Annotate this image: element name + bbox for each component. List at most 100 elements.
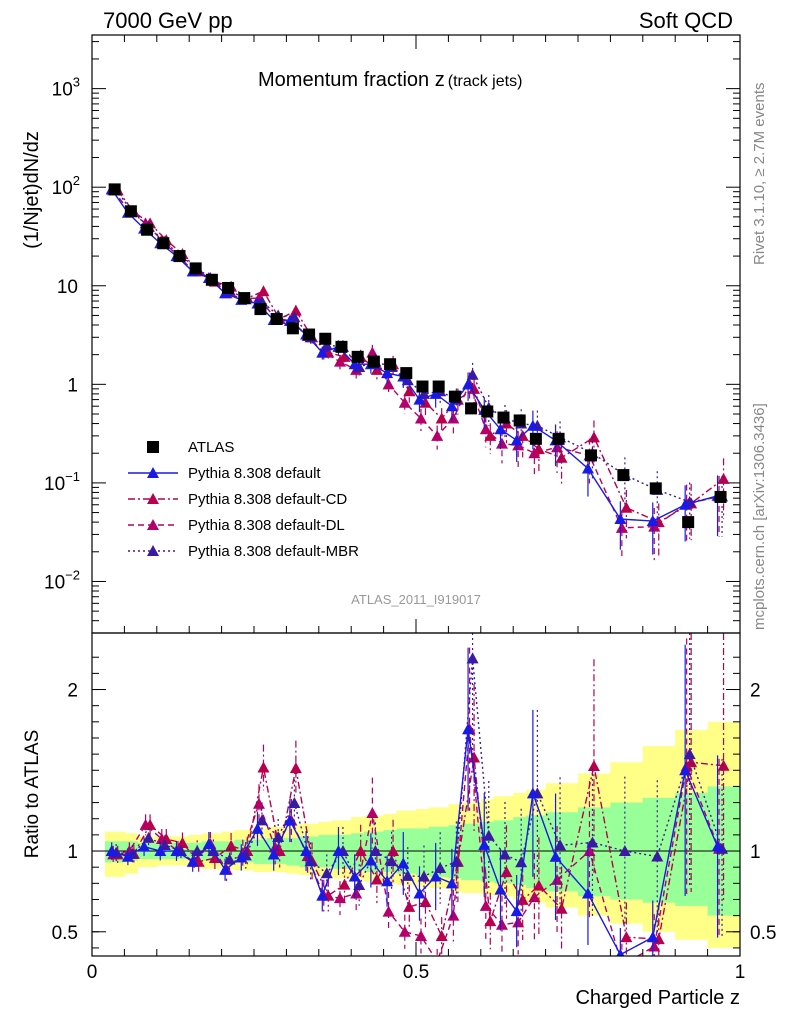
atlas-point	[465, 402, 478, 415]
ratio-ytick-label-right: 1	[750, 842, 761, 863]
atlas-point	[448, 390, 461, 403]
atlas-point	[649, 482, 662, 495]
series-point	[413, 393, 426, 405]
ratio-point	[646, 931, 659, 943]
ratio-point	[435, 930, 448, 942]
ratio-point	[685, 756, 698, 768]
main-ytick-label: 10	[57, 277, 78, 298]
atlas-point	[124, 205, 137, 218]
ratio-point	[500, 866, 513, 878]
atlas-point	[416, 380, 429, 393]
ratio-point	[370, 873, 383, 885]
ratio-point	[304, 855, 317, 867]
ratio-point	[283, 814, 296, 826]
band-stat	[461, 823, 482, 881]
series-point	[417, 387, 430, 399]
atlas-point	[157, 237, 170, 250]
atlas-point	[222, 281, 235, 294]
atlas-point	[529, 432, 542, 445]
ratio-point	[512, 916, 525, 928]
ratio-point	[683, 748, 696, 760]
ratio-point	[219, 863, 232, 875]
ratio-point	[208, 852, 221, 864]
legend-label: ATLAS	[188, 439, 234, 456]
legend-label: Pythia 8.308 default	[188, 465, 321, 482]
ratio-point	[447, 909, 460, 921]
series-point	[717, 472, 730, 484]
main-panel: 10−2 10−1 1 10 102 103 Momentum fraction z (tr…	[21, 34, 741, 634]
ratio-point	[466, 652, 479, 664]
ratio-point	[398, 925, 411, 937]
series-point	[431, 429, 444, 441]
legend-item: Pythia 8.308 default-DL	[128, 517, 345, 534]
ratio-point	[382, 905, 395, 917]
band-stat	[286, 838, 300, 866]
ratio-point	[202, 838, 215, 850]
ratio-point	[717, 759, 730, 771]
atlas-point	[682, 516, 695, 529]
series-point	[398, 396, 411, 408]
ratio-point	[581, 887, 594, 899]
legend-item: Pythia 8.308 default	[128, 465, 321, 482]
main-ytick-label: 102	[52, 173, 80, 199]
ratio-point	[267, 848, 280, 860]
xtick-label: 0	[87, 962, 98, 983]
series-point	[466, 368, 479, 380]
ratio-point	[419, 896, 432, 908]
ratio-point	[289, 762, 302, 774]
series-point	[526, 419, 539, 431]
ratio-point	[679, 764, 692, 776]
series-point	[447, 412, 460, 424]
ratio-point	[482, 829, 495, 841]
ratio-point	[478, 838, 491, 850]
atlas-point	[400, 367, 413, 380]
atlas-point	[303, 328, 316, 341]
series-point	[532, 443, 545, 455]
atlas-point	[617, 469, 630, 482]
series-point	[620, 501, 633, 513]
atlas-point	[254, 303, 267, 316]
main-ylabel: (1/Njet)dN/dz	[21, 131, 43, 249]
series-point	[348, 358, 361, 370]
ratio-point	[551, 873, 564, 885]
ratio-line	[117, 757, 724, 940]
ratio-point	[142, 831, 155, 843]
ratio-point	[397, 857, 410, 869]
ratio-point	[176, 836, 189, 848]
xlabel: Charged Particle z	[575, 987, 740, 1009]
ratio-point	[235, 851, 248, 863]
series-point	[551, 441, 564, 453]
legend-item: Pythia 8.308 default-CD	[128, 491, 347, 508]
atlas-point	[108, 183, 121, 196]
series-point	[495, 437, 508, 449]
ratio-point	[225, 839, 238, 851]
ratio-point	[332, 845, 345, 857]
band-stat	[578, 807, 611, 897]
legend: ATLAS Pythia 8.308 default Pythia 8.308 de…	[128, 439, 359, 560]
ratio-point	[387, 845, 400, 857]
atlas-point	[335, 340, 348, 353]
main-series-group	[105, 183, 730, 561]
ratio-point	[417, 870, 430, 882]
atlas-point	[286, 322, 299, 335]
ratio-point	[170, 845, 183, 857]
main-ytick-label: 1	[67, 375, 78, 396]
ratio-point	[257, 761, 270, 773]
ratio-point	[364, 854, 377, 866]
ratio-ytick-label-right: 2	[750, 681, 761, 702]
ratio-point	[620, 931, 633, 943]
ratio-point	[554, 839, 567, 851]
ratio-point	[223, 853, 236, 865]
ratio-point	[445, 877, 458, 889]
series-point	[462, 378, 475, 390]
ratio-point	[494, 883, 507, 895]
ratio-point	[413, 887, 426, 899]
series-point	[381, 367, 394, 379]
series-point	[289, 304, 302, 316]
series-point	[510, 434, 523, 446]
band-stat	[642, 797, 676, 903]
ratio-point	[348, 870, 361, 882]
ratio-ylabel: Ratio to ATLAS	[22, 730, 43, 859]
series-point	[494, 423, 507, 435]
